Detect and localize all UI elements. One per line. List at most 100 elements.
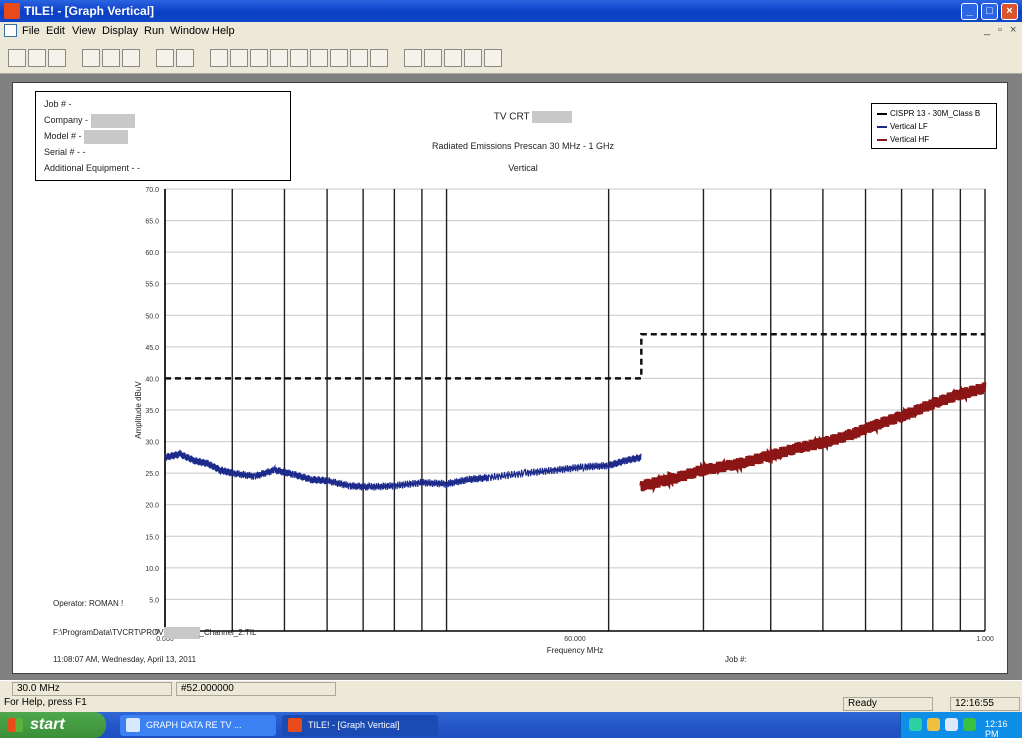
legend-label: CISPR 13 - 30M_Class B: [890, 109, 981, 118]
legend-entry: Vertical LF: [877, 120, 991, 133]
status-ready: Ready: [843, 697, 933, 711]
network-icon[interactable]: [909, 718, 922, 731]
job-footer-label: Job #:: [725, 655, 747, 664]
menu-run[interactable]: Run: [144, 25, 165, 37]
status-bar-top: 30.0 MHz #52.000000: [0, 680, 1022, 696]
folder-icon: [126, 718, 140, 732]
status-bar-bottom: For Help, press F1 Ready 12:16:55: [0, 696, 1022, 712]
update-icon[interactable]: [963, 718, 976, 731]
file-path-row: F:\ProgramData\TVCRT\PROV _Channel_2.TIL: [53, 627, 256, 639]
workspace: Job # - Company - Model # - Serial # - -…: [0, 74, 1022, 680]
y-tick-label: 20.0: [145, 503, 159, 510]
open-icon[interactable]: [28, 49, 46, 67]
x-tick-label: 60.000: [564, 636, 586, 643]
legend-swatch: [877, 125, 887, 128]
y-tick-label: 45.0: [145, 345, 159, 352]
menu-display[interactable]: Display: [102, 25, 139, 37]
legend-swatch: [877, 112, 887, 115]
x-axis-label: Frequency MHz: [547, 646, 603, 655]
y-tick-label: 30.0: [145, 440, 159, 447]
taskbar-item-tile[interactable]: TILE! - [Graph Vertical]: [282, 715, 438, 736]
y-tick-label: 50.0: [145, 313, 159, 320]
model-row: Model # -: [44, 128, 282, 144]
maximize-button[interactable]: □: [981, 3, 998, 20]
toolbar: [0, 40, 1022, 74]
limit-line: [165, 332, 985, 380]
taskbar-item-graph-data[interactable]: GRAPH DATA RE TV ...: [120, 715, 276, 736]
volume-icon[interactable]: [945, 718, 958, 731]
x-tick-label: 1.000: [976, 636, 994, 643]
start-button[interactable]: start: [0, 712, 106, 738]
help-icon[interactable]: [176, 49, 194, 67]
back-icon[interactable]: [484, 49, 502, 67]
series-line-lf: [164, 449, 642, 491]
peak-icon[interactable]: [424, 49, 442, 67]
y-tick-label: 55.0: [145, 282, 159, 289]
redacted-company: [90, 113, 135, 128]
y-tick-label: 5.0: [149, 597, 159, 604]
company-label: Company -: [44, 115, 89, 125]
legend-label: Vertical LF: [890, 122, 928, 131]
zoom-out-icon[interactable]: [370, 49, 388, 67]
table-icon[interactable]: [250, 49, 268, 67]
mdi-minimize-icon[interactable]: _: [984, 24, 991, 36]
list-icon[interactable]: [444, 49, 462, 67]
down-arrow-icon[interactable]: [404, 49, 422, 67]
menu-edit[interactable]: Edit: [46, 25, 65, 37]
plot-subtitle: Radiated Emissions Prescan 30 MHz - 1 GH…: [431, 141, 615, 151]
graph-icon[interactable]: [230, 49, 248, 67]
status-frequency: 30.0 MHz: [12, 682, 172, 696]
legend-entry: Vertical HF: [877, 133, 991, 146]
cut-icon[interactable]: [82, 49, 100, 67]
print-icon[interactable]: [156, 49, 174, 67]
menu-window[interactable]: Window: [170, 25, 210, 37]
title-bar: TILE! - [Graph Vertical] _ □ ×: [0, 0, 1022, 22]
mdi-close-icon[interactable]: ×: [1010, 24, 1017, 36]
plot-title: TV CRT: [493, 111, 530, 123]
y-tick-label: 40.0: [145, 376, 159, 383]
menu-file[interactable]: File: [22, 25, 40, 37]
file-suffix: _Channel_2.TIL: [199, 628, 257, 638]
redacted-file: [163, 627, 200, 639]
copy-icon[interactable]: [102, 49, 120, 67]
y-tick-label: 10.0: [145, 566, 159, 573]
company-row: Company -: [44, 112, 282, 128]
emissions-chart: 0 5.0 10.0 15.0 20.0 25.0 30.0 35.0 40.0 45.0 50.0…: [134, 187, 994, 655]
report-page: Job # - Company - Model # - Serial # - -…: [12, 82, 1008, 674]
marker-icon[interactable]: [290, 49, 308, 67]
new-icon[interactable]: [8, 49, 26, 67]
plot-polarity: Vertical: [508, 163, 538, 173]
zoom-in-icon[interactable]: [350, 49, 368, 67]
step-icon[interactable]: [210, 49, 228, 67]
y-tick-label: 0: [155, 629, 159, 636]
menu-help[interactable]: Help: [212, 25, 235, 37]
menu-bar: File Edit View Display Run Window Help _…: [0, 22, 1022, 40]
security-icon[interactable]: [927, 718, 940, 731]
taskbar-label: GRAPH DATA RE TV ...: [146, 720, 242, 730]
window-title: TILE! - [Graph Vertical]: [24, 4, 155, 18]
tray-clock: 12:16 PM: [985, 719, 1008, 738]
legend-swatch: [877, 138, 887, 141]
y-tick-label: 35.0: [145, 408, 159, 415]
close-button[interactable]: ×: [1001, 3, 1018, 20]
datetime-label: 11:08:07 AM, Wednesday, April 13, 2011: [53, 655, 197, 664]
mdi-restore-icon[interactable]: ▫: [998, 24, 1002, 36]
minimize-button[interactable]: _: [961, 3, 978, 20]
legend-label: Vertical HF: [890, 135, 930, 144]
y-tick-label: 15.0: [145, 534, 159, 541]
edit-icon[interactable]: [330, 49, 348, 67]
frame-icon[interactable]: [310, 49, 328, 67]
menu-view[interactable]: View: [72, 25, 96, 37]
legend: CISPR 13 - 30M_Class B Vertical LF Verti…: [871, 103, 997, 149]
tile-app-icon: [288, 718, 302, 732]
x-tick-label: 0.000: [156, 636, 174, 643]
info-box: Job # - Company - Model # - Serial # - -…: [35, 91, 291, 181]
redacted-model: [84, 129, 129, 144]
record-icon[interactable]: [464, 49, 482, 67]
chart-icon[interactable]: [270, 49, 288, 67]
save-icon[interactable]: [48, 49, 66, 67]
paste-icon[interactable]: [122, 49, 140, 67]
y-tick-label: 65.0: [145, 219, 159, 226]
windows-flag-icon: [8, 718, 23, 732]
start-label: start: [30, 716, 65, 733]
